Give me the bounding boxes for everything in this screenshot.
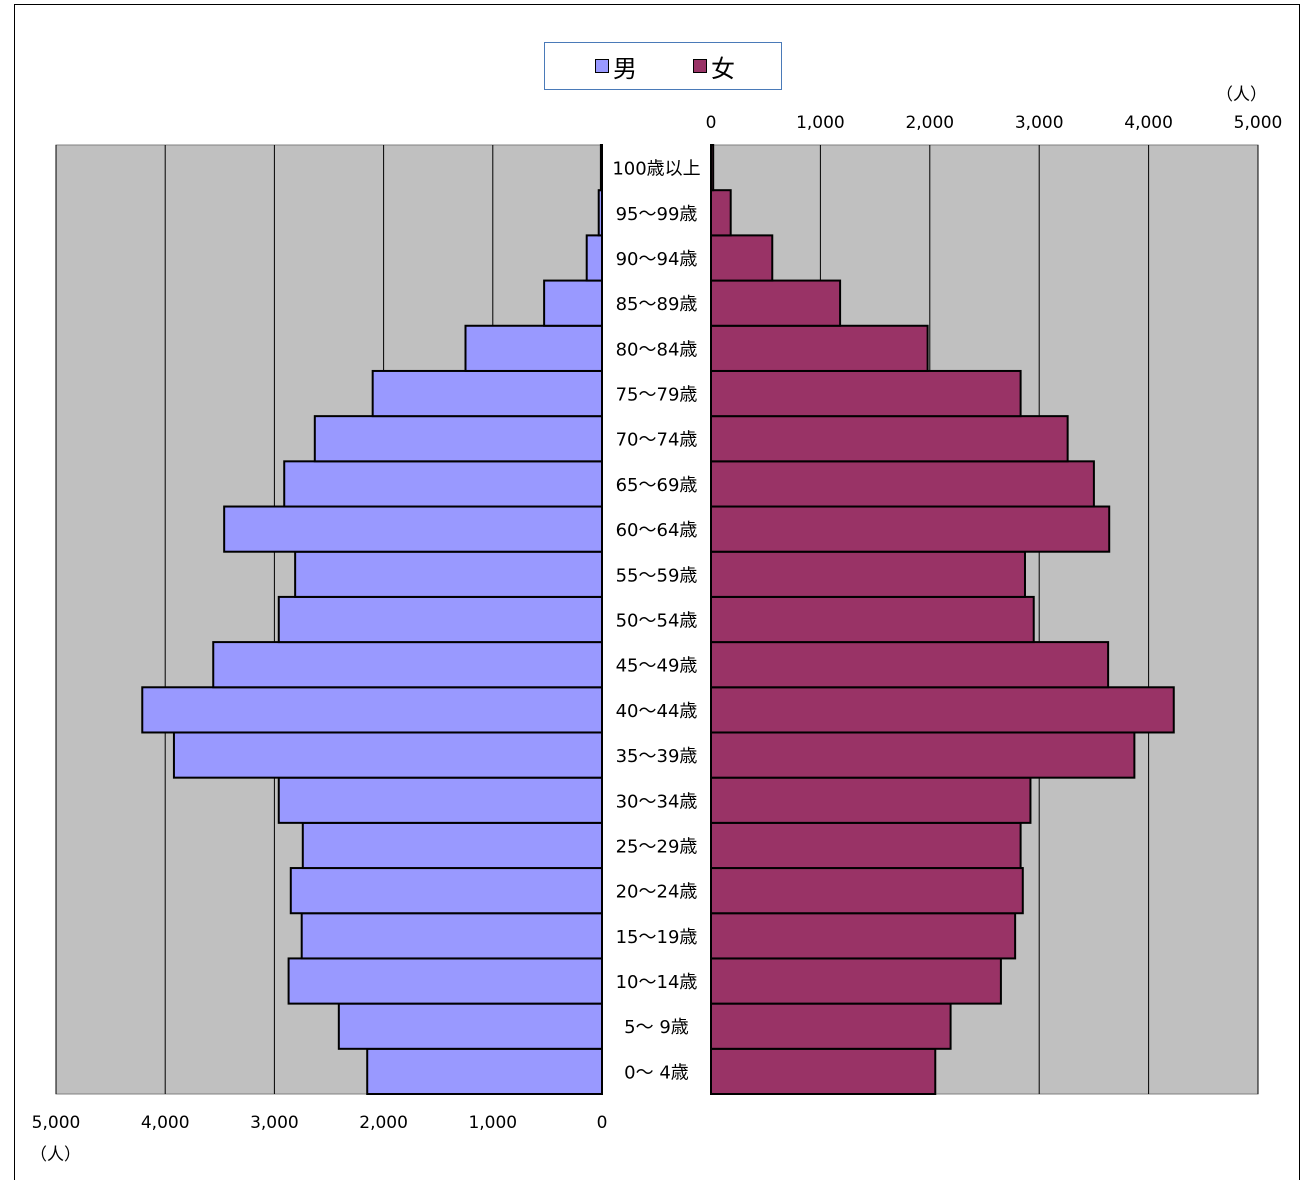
right-tick-label-3: 3,000 (1015, 113, 1064, 133)
category-label-3: 15～19歳 (616, 927, 698, 948)
bar-male-15 (371, 369, 603, 418)
bar-female-15 (710, 369, 1022, 418)
bar-female-1 (710, 1002, 952, 1050)
bar-male-7 (172, 731, 603, 779)
bar-male-0 (366, 1047, 603, 1096)
legend-item-female: 女 (693, 53, 735, 83)
legend-label-male: 男 (613, 54, 637, 83)
bar-male-18 (585, 234, 603, 282)
category-label-12: 60～64歳 (616, 520, 698, 541)
bar-female-5 (710, 821, 1022, 870)
bar-female-18 (710, 234, 774, 282)
bar-male-12 (223, 505, 603, 553)
bar-male-14 (313, 415, 603, 463)
bar-male-17 (543, 279, 604, 327)
bar-female-4 (710, 867, 1024, 915)
category-label-11: 55～59歳 (616, 565, 698, 586)
left-tick-label-1: 4,000 (141, 1113, 190, 1133)
bar-female-16 (710, 324, 929, 372)
category-label-13: 65～69歳 (616, 475, 698, 496)
right-tick-label-4: 4,000 (1124, 113, 1173, 133)
bar-male-4 (289, 867, 603, 915)
bar-female-9 (710, 641, 1110, 689)
category-label-1: 5～ 9歳 (624, 1017, 689, 1038)
bar-female-7 (710, 731, 1136, 779)
bar-female-19 (710, 189, 732, 237)
bar-female-13 (710, 460, 1095, 508)
left-tick-label-5: 0 (597, 1113, 608, 1133)
left-tick-label-0: 5,000 (32, 1113, 81, 1133)
category-label-17: 85～89歳 (616, 294, 698, 315)
bar-female-8 (710, 686, 1175, 734)
legend-swatch-female (693, 59, 707, 73)
right-tick-label-5: 5,000 (1234, 113, 1283, 133)
category-label-20: 100歳以上 (612, 159, 700, 180)
bar-female-6 (710, 776, 1032, 824)
category-label-10: 50～54歳 (616, 611, 698, 632)
bar-female-3 (710, 912, 1017, 960)
chart-frame (14, 4, 1300, 1180)
bar-female-12 (710, 505, 1111, 553)
legend-swatch-male (595, 59, 609, 73)
category-label-2: 10～14歳 (616, 972, 698, 993)
bar-male-1 (337, 1002, 603, 1050)
left-axis-unit: （人） (30, 1145, 81, 1165)
right-tick-label-1: 1,000 (796, 113, 845, 133)
category-label-4: 20～24歳 (616, 882, 698, 903)
bar-male-9 (212, 641, 604, 689)
category-label-8: 40～44歳 (616, 701, 698, 722)
right-axis-unit: （人） (1216, 85, 1267, 105)
bar-female-14 (710, 415, 1069, 463)
bar-male-10 (277, 595, 603, 644)
bar-female-17 (710, 279, 842, 327)
bar-male-8 (141, 686, 603, 734)
legend-item-male: 男 (595, 53, 637, 83)
category-label-9: 45～49歳 (616, 656, 698, 677)
left-tick-label-3: 2,000 (359, 1113, 408, 1133)
left-tick-label-2: 3,000 (250, 1113, 299, 1133)
bar-female-2 (710, 957, 1002, 1005)
right-tick-label-2: 2,000 (905, 113, 954, 133)
bar-male-6 (277, 776, 603, 824)
bar-male-11 (294, 550, 603, 598)
category-label-16: 80～84歳 (616, 339, 698, 360)
legend: 男 女 (544, 42, 782, 90)
category-label-5: 25～29歳 (616, 836, 698, 857)
right-tick-label-0: 0 (706, 113, 717, 133)
legend-label-female: 女 (711, 54, 735, 83)
category-label-18: 90～94歳 (616, 249, 698, 270)
category-label-0: 0～ 4歳 (624, 1062, 689, 1083)
bar-female-10 (710, 595, 1035, 644)
bar-female-11 (710, 550, 1026, 598)
category-label-19: 95～99歳 (616, 204, 698, 225)
bar-male-3 (300, 912, 603, 960)
bar-male-5 (301, 821, 603, 870)
bar-male-16 (464, 324, 603, 372)
bar-female-0 (710, 1047, 937, 1096)
category-label-6: 30～34歳 (616, 791, 698, 812)
bar-male-13 (283, 460, 603, 508)
left-tick-label-4: 1,000 (468, 1113, 517, 1133)
category-label-7: 35～39歳 (616, 746, 698, 767)
category-label-14: 70～74歳 (616, 430, 698, 451)
bar-male-2 (287, 957, 603, 1005)
category-label-15: 75～79歳 (616, 385, 698, 406)
